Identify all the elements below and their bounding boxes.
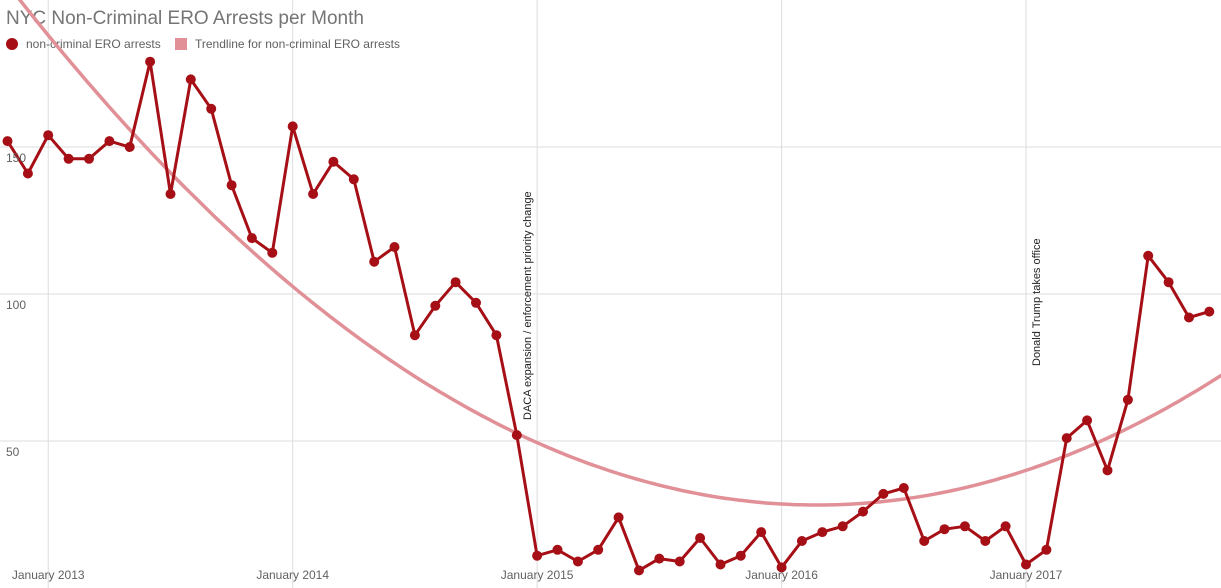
annotation-layer: DACA expansion / enforcement priority ch… [522,191,1043,420]
data-point[interactable] [409,330,420,341]
data-point[interactable] [980,536,991,546]
series-layer [2,56,1215,576]
x-tick-label: January 2016 [745,568,818,582]
data-point[interactable] [2,136,13,147]
data-point[interactable] [165,189,176,199]
data-point[interactable] [389,242,400,252]
data-point[interactable] [959,521,970,532]
data-point[interactable] [267,247,278,258]
legend-marker-series [6,38,18,50]
x-tick-label: January 2017 [990,568,1063,582]
data-point[interactable] [63,153,74,164]
data-point[interactable] [511,430,522,441]
legend-marker-trendline [175,38,187,50]
data-point[interactable] [898,483,909,493]
data-point[interactable] [878,488,889,499]
data-point[interactable] [695,533,706,543]
data-point[interactable] [124,142,135,152]
data-point[interactable] [185,74,196,85]
y-tick-label: 100 [6,298,26,312]
annotation-label: DACA expansion / enforcement priority ch… [522,191,534,420]
trendline-path [17,0,1221,507]
data-point[interactable] [939,524,950,535]
data-point[interactable] [430,300,441,311]
data-point[interactable] [287,121,298,132]
data-point[interactable] [246,233,257,244]
data-point[interactable] [776,562,787,573]
data-point[interactable] [532,550,543,561]
data-point[interactable] [817,527,828,538]
data-point[interactable] [674,556,685,567]
data-point[interactable] [837,521,848,532]
data-point[interactable] [491,330,502,341]
data-point[interactable] [308,189,319,199]
data-point[interactable] [715,559,726,570]
y-tick-label: 150 [6,151,26,165]
data-point[interactable] [450,277,461,288]
data-point[interactable] [593,544,604,555]
data-point[interactable] [919,536,930,546]
data-point[interactable] [1061,433,1072,444]
data-point[interactable] [1184,312,1194,323]
data-point[interactable] [348,174,359,185]
data-point[interactable] [43,130,54,141]
y-tick-label: 50 [6,445,20,459]
data-point[interactable] [1102,465,1113,476]
data-point[interactable] [22,168,33,179]
legend-label-trendline: Trendline for non-criminal ERO arrests [195,37,400,51]
data-point[interactable] [858,506,868,517]
legend-label-series: non-criminal ERO arrests [26,37,161,51]
data-point[interactable] [654,553,665,564]
data-point[interactable] [471,297,481,308]
data-point[interactable] [796,536,807,546]
data-point[interactable] [1082,415,1093,426]
data-point[interactable] [1021,559,1031,570]
data-point[interactable] [206,103,217,114]
data-point[interactable] [756,527,767,538]
data-point[interactable] [104,136,115,147]
x-tick-label: January 2015 [501,568,574,582]
legend[interactable]: non-criminal ERO arrests Trendline for n… [6,37,400,51]
data-point[interactable] [1000,521,1011,532]
series-line [6,60,1210,572]
data-point[interactable] [1041,544,1052,555]
data-point[interactable] [552,544,563,555]
data-point[interactable] [1143,250,1154,261]
data-point[interactable] [145,56,156,67]
data-point[interactable] [84,153,94,164]
trendline-layer [17,0,1221,507]
data-point[interactable] [735,550,746,561]
data-point[interactable] [226,180,237,191]
data-point[interactable] [1122,394,1133,405]
x-tick-label: January 2013 [12,568,85,582]
chart-title: NYC Non-Criminal ERO Arrests per Month [6,8,364,29]
data-point[interactable] [1163,277,1174,288]
data-point[interactable] [1204,306,1215,317]
data-point[interactable] [634,565,644,576]
data-point[interactable] [572,556,583,567]
axis-labels: 50 100 150 January 2013 January 2014 January … [6,151,1063,582]
data-point[interactable] [328,156,339,167]
data-point[interactable] [613,512,624,523]
data-point[interactable] [369,256,380,267]
annotation-label: Donald Trump takes office [1031,238,1043,366]
x-tick-label: January 2014 [256,568,329,582]
